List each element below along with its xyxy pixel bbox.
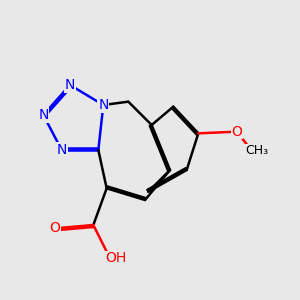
Text: OH: OH bbox=[105, 251, 127, 265]
Text: CH₃: CH₃ bbox=[245, 144, 268, 157]
Text: O: O bbox=[50, 221, 60, 235]
Text: O: O bbox=[231, 125, 242, 139]
Text: N: N bbox=[56, 143, 67, 157]
Text: N: N bbox=[65, 78, 75, 92]
Text: N: N bbox=[38, 108, 49, 122]
Text: N: N bbox=[98, 98, 109, 112]
